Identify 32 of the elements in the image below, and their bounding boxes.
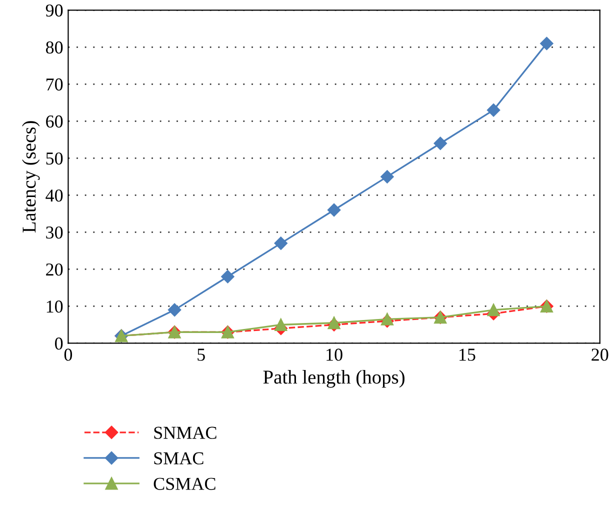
point xyxy=(434,136,447,150)
x-tick-label: 20 xyxy=(592,348,608,361)
point xyxy=(168,303,182,317)
y-tick-label: 40 xyxy=(46,189,63,202)
x-tick-label: 10 xyxy=(326,348,342,361)
legend-label: SNMAC xyxy=(154,426,216,439)
x-tick-label: 0 xyxy=(64,348,72,361)
point xyxy=(328,316,340,330)
y-tick-label: 30 xyxy=(46,226,63,239)
y-tick-label: 0 xyxy=(55,337,63,350)
point xyxy=(221,270,234,284)
x-tick-label: 15 xyxy=(460,348,476,361)
y-tick-label: 80 xyxy=(46,41,63,54)
point xyxy=(327,203,341,217)
point xyxy=(486,103,500,117)
y-tick-label: 50 xyxy=(46,152,63,165)
x-axis-title: Path length (hops) xyxy=(263,370,404,388)
point xyxy=(380,312,394,326)
point xyxy=(487,304,500,316)
legend-label: SMAC xyxy=(154,452,204,464)
point xyxy=(274,318,288,331)
point xyxy=(380,170,394,184)
y-tick-label: 70 xyxy=(46,78,63,91)
point xyxy=(540,36,554,50)
y-tick-label: 90 xyxy=(46,4,63,17)
y-tick-label: 10 xyxy=(46,300,63,313)
point xyxy=(274,236,288,250)
y-axis-title: Latency (secs) xyxy=(22,121,40,233)
legend-label: CSMAC xyxy=(154,478,216,490)
y-tick-label: 60 xyxy=(46,115,63,128)
y-tick-label: 20 xyxy=(46,263,63,276)
x-tick-label: 5 xyxy=(198,348,205,361)
